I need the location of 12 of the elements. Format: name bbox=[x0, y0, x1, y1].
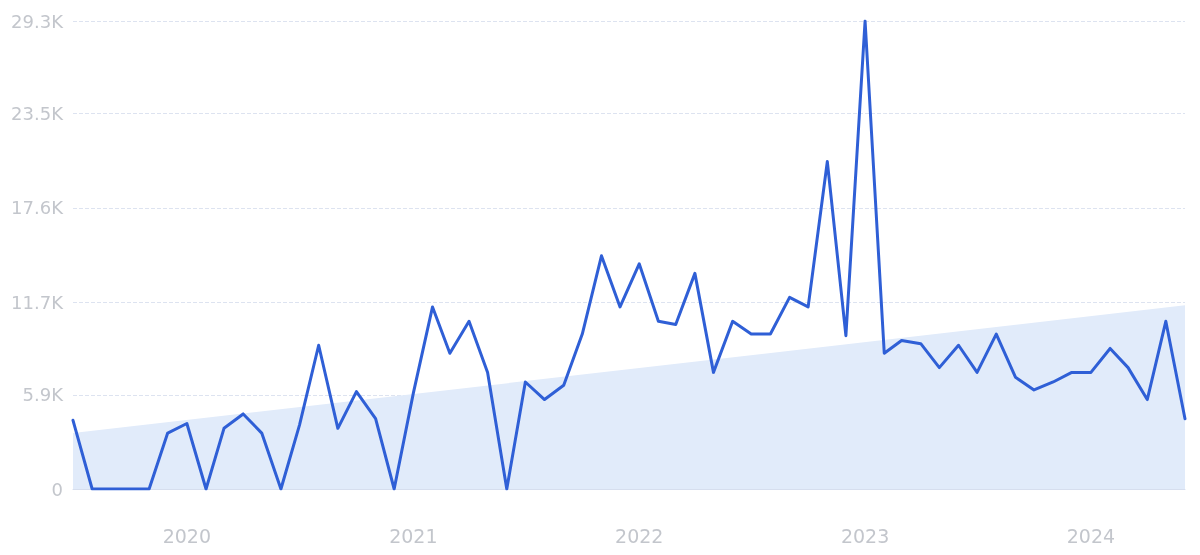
x-tick-label: 2022 bbox=[615, 524, 664, 547]
x-tick-label: 2021 bbox=[389, 524, 438, 547]
y-tick-label: 0 bbox=[51, 478, 63, 500]
y-tick-label: 23.5K bbox=[11, 103, 65, 125]
line-series bbox=[71, 19, 1187, 491]
x-tick-label: 2024 bbox=[1066, 524, 1116, 547]
x-tick-label: 2023 bbox=[840, 524, 890, 547]
y-tick-label: 17.6K bbox=[11, 197, 65, 219]
y-tick-label: 11.7K bbox=[11, 291, 65, 313]
y-tick-label: 5.9K bbox=[22, 384, 65, 406]
x-tick-label: 2020 bbox=[162, 524, 212, 547]
y-tick-label: 29.3K bbox=[11, 10, 65, 32]
